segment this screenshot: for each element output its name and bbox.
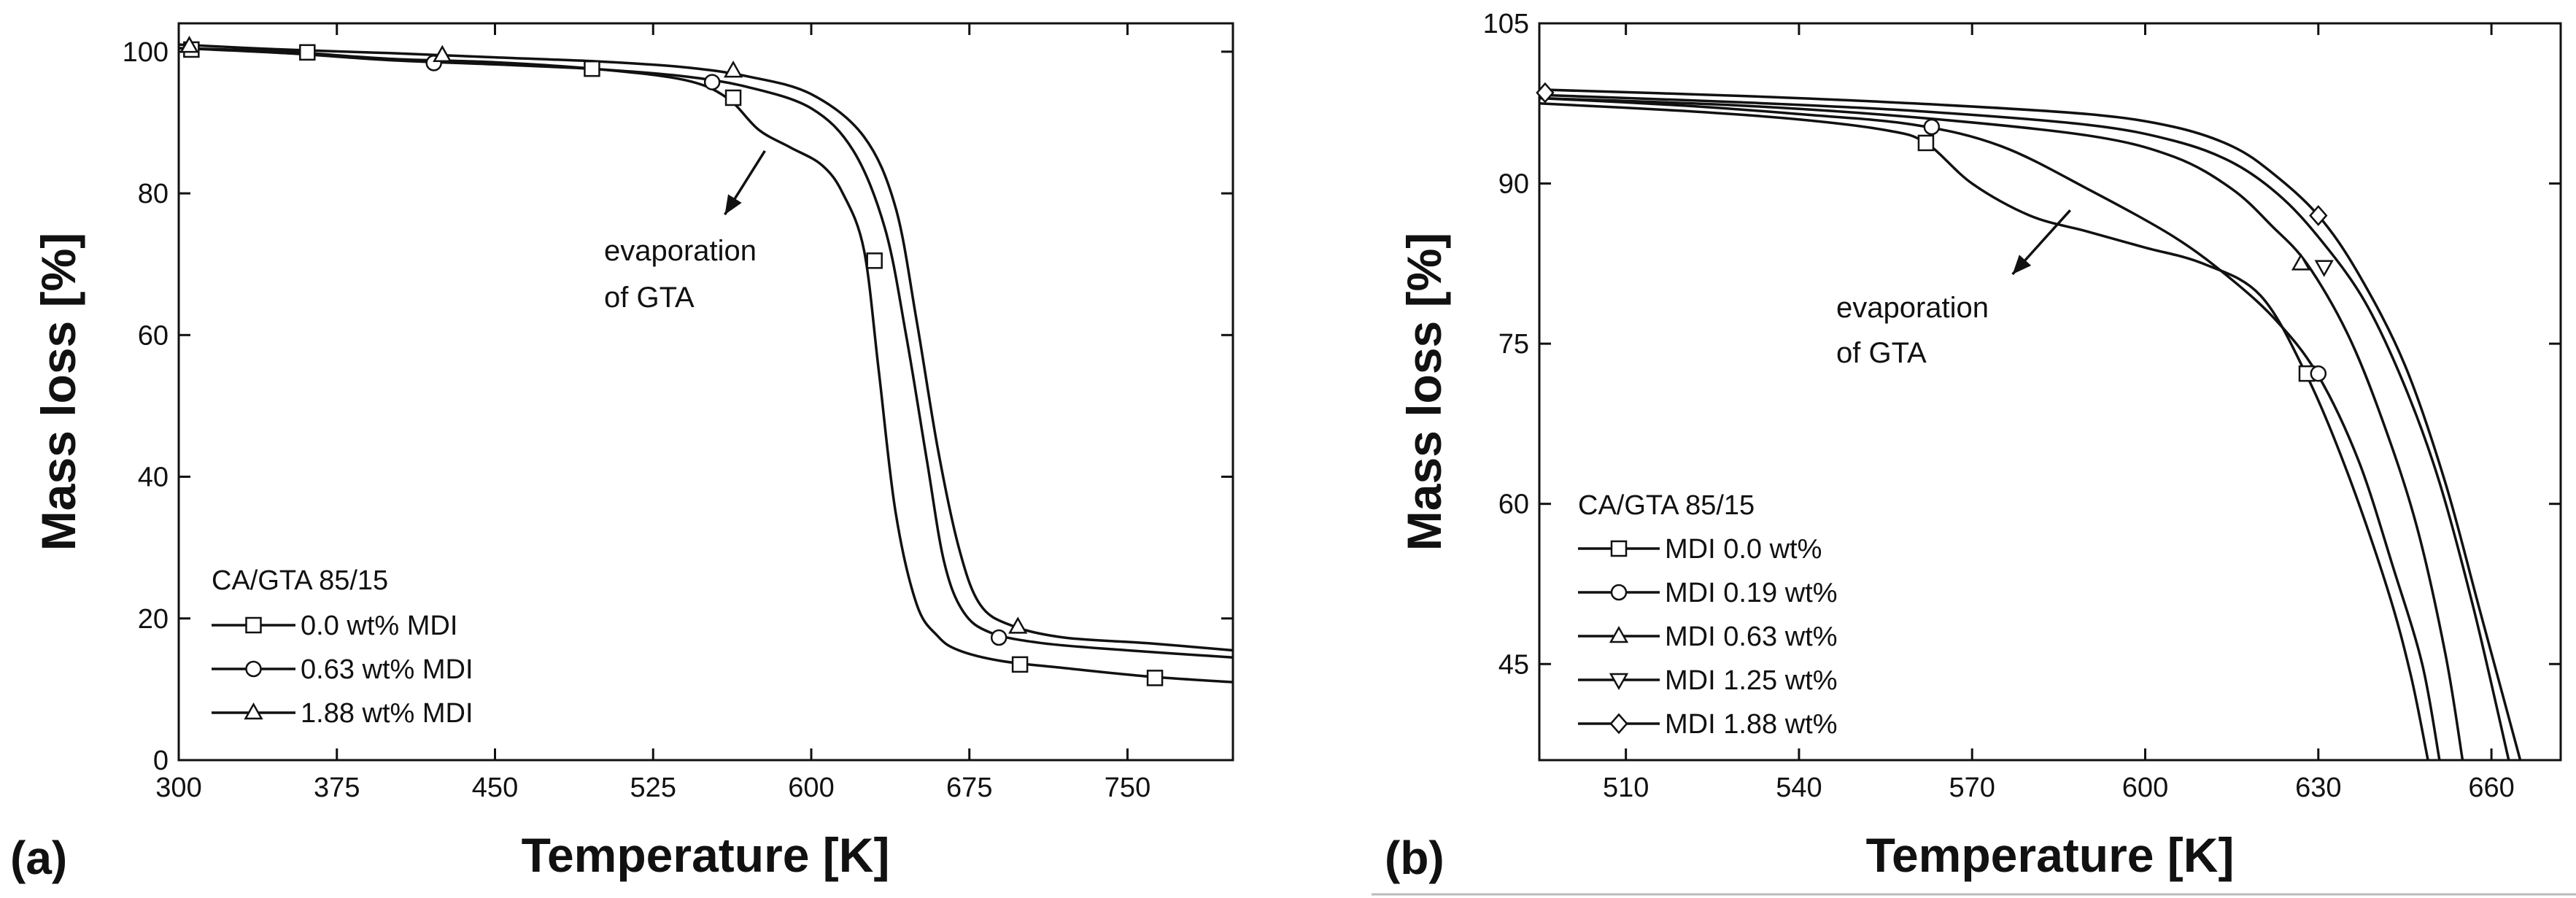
annotation-arrowhead-b xyxy=(2012,255,2032,274)
panel-label-a: (a) xyxy=(10,832,67,884)
annotation-a: evaporation of GTA xyxy=(604,150,766,314)
x-axis-title-b: Temperature [K] xyxy=(1866,828,2235,882)
y-axis-title-a: Mass loss [%] xyxy=(31,233,85,551)
x-tick-label-a-2: 450 xyxy=(472,773,518,803)
y-tick-label-b-4: 105 xyxy=(1483,9,1529,39)
annotation-b-line2: of GTA xyxy=(1836,337,1927,369)
data-point-a-1-2 xyxy=(990,629,1007,646)
data-point-a-0-6 xyxy=(1146,670,1164,686)
x-tick-label-b-3: 600 xyxy=(2122,773,2168,803)
data-point-a-1-1 xyxy=(703,74,721,90)
annotation-a-line1: evaporation xyxy=(604,235,757,267)
data-point-b-3-0 xyxy=(2314,260,2334,277)
axis-ticks-a: 300 375 450 525 600 675 750 0 20 40 60 80 100 xyxy=(123,23,1233,803)
x-tick-label-a-1: 375 xyxy=(314,773,360,803)
x-tick-label-b-5: 660 xyxy=(2468,773,2514,803)
y-tick-label-a-0: 0 xyxy=(153,746,169,776)
legend-entry-b-4: MDI 1.88 wt% xyxy=(1665,709,1838,740)
x-tick-label-a-3: 525 xyxy=(630,773,676,803)
y-tick-label-a-5: 100 xyxy=(123,37,169,68)
legend-title-b: CA/GTA 85/15 xyxy=(1578,490,1755,521)
x-tick-label-b-1: 540 xyxy=(1776,773,1822,803)
data-point-b-1-0 xyxy=(1923,118,1941,136)
legend-marker-b-0 xyxy=(1610,540,1628,557)
x-tick-label-a-0: 300 xyxy=(155,773,201,803)
plot-frame-b xyxy=(1538,22,2562,762)
series-line-b-4 xyxy=(1539,88,2522,760)
data-point-a-0-1 xyxy=(299,44,316,61)
legend-entry-a-1: 0.63 wt% MDI xyxy=(301,654,473,685)
data-point-a-0-3 xyxy=(724,89,742,107)
data-point-b-2-0 xyxy=(2291,253,2311,271)
series-markers-a xyxy=(179,36,1164,686)
y-tick-label-b-2: 75 xyxy=(1498,329,1529,360)
x-tick-label-b-4: 630 xyxy=(2295,773,2341,803)
y-axis-title-b: Mass loss [%] xyxy=(1397,233,1451,551)
panel-label-b: (b) xyxy=(1385,832,1444,884)
legend-marker-a-0 xyxy=(245,616,262,634)
data-point-a-2-1 xyxy=(433,44,452,62)
x-tick-label-a-6: 750 xyxy=(1105,773,1150,803)
y-tick-label-b-1: 60 xyxy=(1498,489,1529,520)
data-point-b-4-1 xyxy=(2309,205,2328,226)
legend-b: CA/GTA 85/15 MDI 0.0 wt% MDI 0.19 wt% MD… xyxy=(1578,490,1838,740)
data-point-b-4-0 xyxy=(1536,82,1555,104)
annotation-a-line2: of GTA xyxy=(604,282,695,314)
chart-panel-a: 300 375 450 525 600 675 750 0 20 40 60 80 100 Temper… xyxy=(10,22,1234,884)
series-line-a-0 xyxy=(179,47,1233,684)
legend-marker-a-1 xyxy=(245,660,262,678)
series-line-b-1 xyxy=(1539,96,2441,760)
data-point-a-0-4 xyxy=(866,252,883,269)
legend-marker-b-4 xyxy=(1609,713,1628,735)
legend-entry-b-2: MDI 0.63 wt% xyxy=(1665,622,1838,652)
annotation-arrowhead-a xyxy=(724,194,742,215)
x-tick-label-a-5: 675 xyxy=(946,773,992,803)
data-point-a-0-2 xyxy=(584,60,600,77)
legend-marker-b-3 xyxy=(1609,673,1629,691)
plot-frame-a xyxy=(177,22,1234,762)
series-line-b-3 xyxy=(1539,93,2510,760)
y-tick-label-a-4: 80 xyxy=(138,179,169,209)
legend-a: CA/GTA 85/15 0.0 wt% MDI 0.63 wt% MDI 1.… xyxy=(212,565,473,729)
y-tick-label-a-3: 60 xyxy=(138,320,169,351)
series-line-b-2 xyxy=(1539,96,2464,760)
x-tick-label-b-2: 570 xyxy=(1949,773,1995,803)
y-tick-label-b-0: 45 xyxy=(1498,649,1529,680)
legend-marker-b-1 xyxy=(1610,584,1628,601)
legend-entry-b-0: MDI 0.0 wt% xyxy=(1665,534,1822,565)
legend-title-a: CA/GTA 85/15 xyxy=(212,565,388,596)
x-axis-title-a: Temperature [K] xyxy=(522,828,890,882)
annotation-b-line1: evaporation xyxy=(1836,292,1989,324)
data-point-a-0-5 xyxy=(1011,656,1029,673)
data-point-a-2-3 xyxy=(1008,616,1028,634)
legend-entry-b-1: MDI 0.19 wt% xyxy=(1665,578,1838,608)
legend-entry-a-0: 0.0 wt% MDI xyxy=(301,611,457,641)
data-point-a-2-0 xyxy=(179,36,199,53)
data-point-b-0-0 xyxy=(1917,134,1935,152)
y-tick-label-a-1: 20 xyxy=(138,604,169,635)
legend-marker-a-2 xyxy=(244,702,263,720)
annotation-b: evaporation of GTA xyxy=(1836,209,2071,369)
x-tick-label-b-0: 510 xyxy=(1603,773,1649,803)
series-markers-b xyxy=(1536,82,2334,382)
axis-ticks-b: 510 540 570 600 630 660 45 60 75 90 105 xyxy=(1483,9,2561,803)
data-point-a-2-2 xyxy=(723,61,743,78)
y-tick-label-b-3: 90 xyxy=(1498,169,1529,200)
data-point-b-1-1 xyxy=(2310,365,2327,382)
series-line-a-1 xyxy=(179,47,1233,659)
series-lines-b xyxy=(1539,88,2522,760)
legend-marker-b-2 xyxy=(1609,625,1629,643)
chart-panel-b: 510 540 570 600 630 660 45 60 75 90 105 Temperatur… xyxy=(1385,9,2562,884)
legend-entry-a-2: 1.88 wt% MDI xyxy=(301,698,473,729)
x-tick-label-a-4: 600 xyxy=(788,773,834,803)
y-tick-label-a-2: 40 xyxy=(138,462,169,493)
legend-entry-b-3: MDI 1.25 wt% xyxy=(1665,665,1838,696)
series-line-b-0 xyxy=(1539,102,2429,760)
